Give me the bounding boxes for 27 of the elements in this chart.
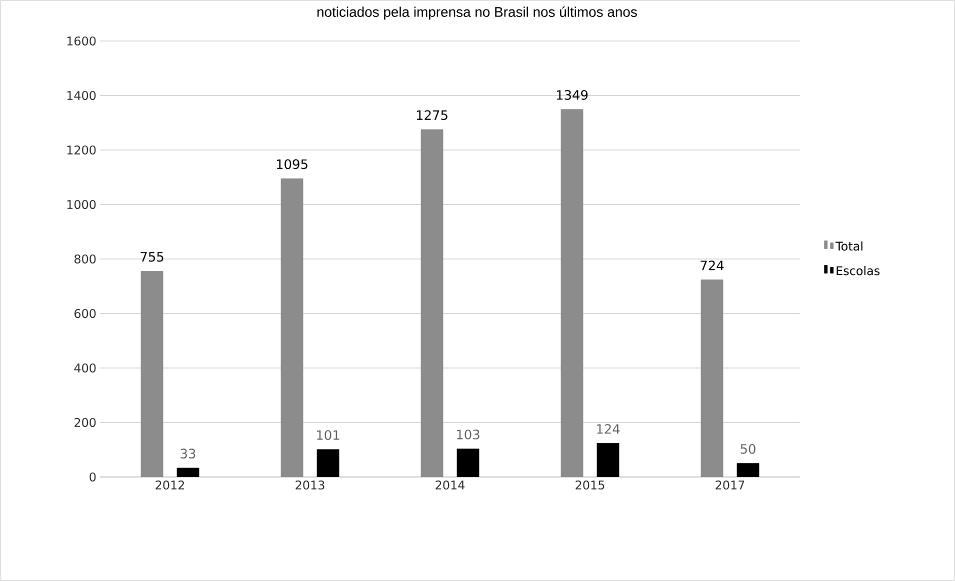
legend-label: Escolas bbox=[836, 266, 880, 276]
y-tick-label: 600 bbox=[74, 308, 96, 318]
x-tick-label: 2012 bbox=[156, 480, 184, 490]
x-tick-label: 2014 bbox=[436, 480, 465, 490]
data-label: 33 bbox=[180, 448, 196, 458]
data-label: 103 bbox=[457, 430, 480, 440]
x-tick-label: 2013 bbox=[296, 480, 324, 490]
data-label: 1095 bbox=[276, 159, 308, 170]
chart-title: noticiados pela imprensa no Brasil nos últimos anos bbox=[317, 6, 637, 20]
y-tick-label: 200 bbox=[74, 418, 96, 428]
y-tick-label: 800 bbox=[74, 254, 96, 264]
data-label: 124 bbox=[597, 424, 620, 434]
y-tick-label: 0 bbox=[90, 472, 96, 482]
legend-label: Total bbox=[836, 241, 862, 251]
data-label: 1349 bbox=[556, 90, 588, 100]
data-label: 724 bbox=[700, 260, 724, 270]
data-label: 755 bbox=[140, 252, 164, 262]
y-tick-label: 1400 bbox=[67, 90, 96, 100]
x-tick-label: 2017 bbox=[716, 480, 744, 490]
y-tick-label: 1600 bbox=[67, 36, 96, 46]
y-tick-label: 1000 bbox=[67, 200, 96, 210]
y-tick-label: 1200 bbox=[67, 145, 96, 155]
data-label: 101 bbox=[317, 430, 340, 440]
data-label: 50 bbox=[740, 444, 756, 454]
data-label: 1275 bbox=[416, 110, 448, 120]
y-tick-label: 400 bbox=[74, 363, 96, 373]
x-tick-label: 2015 bbox=[576, 480, 604, 490]
